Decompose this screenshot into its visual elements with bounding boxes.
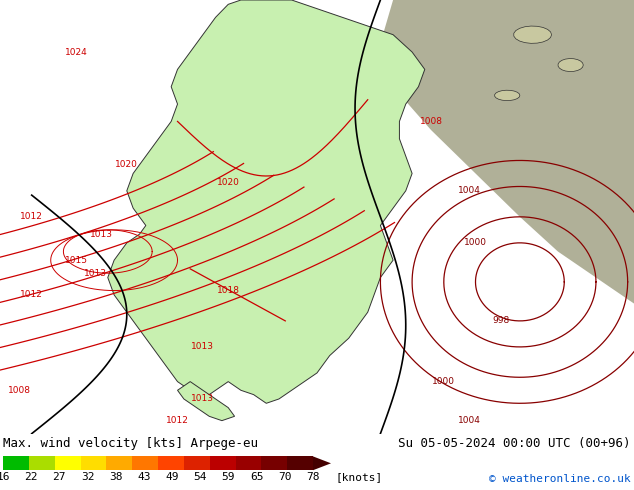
Text: 32: 32 [81, 472, 94, 482]
Text: 43: 43 [137, 472, 151, 482]
Polygon shape [495, 90, 520, 100]
Polygon shape [178, 382, 235, 420]
Text: © weatheronline.co.uk: © weatheronline.co.uk [489, 474, 631, 484]
Text: 38: 38 [109, 472, 122, 482]
Bar [287, 456, 313, 470]
Text: 1004: 1004 [458, 416, 481, 425]
Bar [132, 456, 158, 470]
Bar [235, 456, 261, 470]
Text: 1012: 1012 [20, 212, 43, 221]
Bar [3, 456, 29, 470]
Text: 1012: 1012 [20, 291, 43, 299]
Text: 1013: 1013 [84, 269, 107, 278]
Bar [81, 456, 107, 470]
Bar [184, 456, 210, 470]
Text: 1008: 1008 [8, 386, 30, 395]
Bar [29, 456, 55, 470]
Polygon shape [514, 26, 552, 43]
Bar [158, 456, 184, 470]
Text: 1013: 1013 [191, 343, 214, 351]
Text: 1013: 1013 [90, 230, 113, 239]
Text: 1020: 1020 [217, 178, 240, 187]
Text: 1018: 1018 [217, 286, 240, 295]
Text: 22: 22 [25, 472, 38, 482]
Text: 16: 16 [0, 472, 10, 482]
Text: 54: 54 [193, 472, 207, 482]
Text: 1015: 1015 [65, 256, 87, 265]
Text: Max. wind velocity [kts] Arpege-eu: Max. wind velocity [kts] Arpege-eu [3, 437, 258, 450]
Text: 1012: 1012 [166, 416, 189, 425]
Text: 78: 78 [306, 472, 320, 482]
Text: 1004: 1004 [458, 186, 481, 196]
Bar [107, 456, 132, 470]
Text: 59: 59 [222, 472, 235, 482]
Text: 27: 27 [53, 472, 66, 482]
Text: 1020: 1020 [115, 160, 138, 169]
Text: 1008: 1008 [420, 117, 443, 126]
Polygon shape [380, 0, 634, 304]
Text: [knots]: [knots] [335, 472, 382, 482]
Text: 70: 70 [278, 472, 292, 482]
Text: 1000: 1000 [464, 238, 487, 247]
Text: Su 05-05-2024 00:00 UTC (00+96): Su 05-05-2024 00:00 UTC (00+96) [399, 437, 631, 450]
Text: 998: 998 [492, 317, 510, 325]
Text: 65: 65 [250, 472, 263, 482]
Bar [210, 456, 235, 470]
Polygon shape [558, 59, 583, 72]
Polygon shape [313, 456, 331, 470]
Bar [55, 456, 81, 470]
Polygon shape [108, 0, 425, 403]
Text: 1000: 1000 [432, 377, 455, 386]
Text: 1024: 1024 [65, 48, 87, 56]
Text: 1013: 1013 [191, 394, 214, 403]
Text: 49: 49 [165, 472, 179, 482]
Bar [261, 456, 287, 470]
